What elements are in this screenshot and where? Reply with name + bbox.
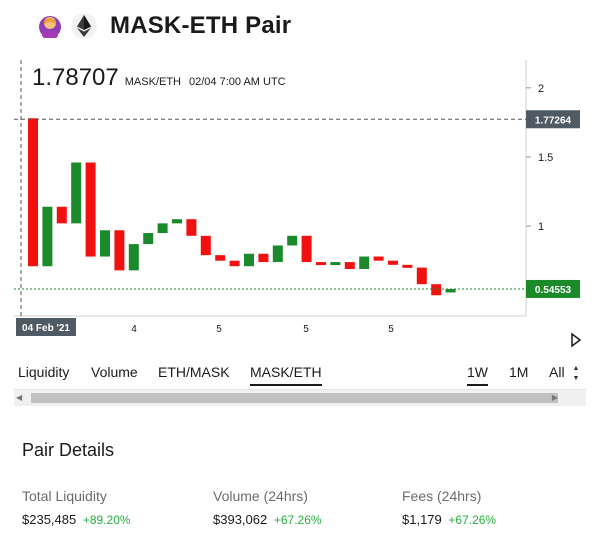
y-tick-label: 2	[538, 83, 544, 95]
candle	[128, 244, 139, 271]
candle	[416, 267, 427, 285]
candle	[445, 289, 456, 293]
tab-mask-eth[interactable]: MASK/ETH	[250, 364, 322, 386]
stat-change: +67.26%	[273, 513, 322, 527]
mask-token-icon	[36, 12, 64, 40]
eth-token-icon	[70, 12, 98, 40]
current-price: 1.78707	[32, 64, 119, 91]
candle	[85, 162, 96, 257]
tab-1w[interactable]: 1W	[467, 364, 488, 386]
x-tick-label: 4	[131, 324, 137, 335]
candle	[272, 245, 283, 263]
page-title: MASK-ETH Pair	[110, 12, 292, 39]
y-tick-label: 1.5	[538, 152, 553, 164]
chart-tabs: Liquidity Volume ETH/MASK MASK/ETH 1W 1M…	[14, 364, 586, 390]
stat-value: $235,485	[22, 512, 77, 527]
x-tick-label: 5	[303, 324, 309, 335]
tab-1m[interactable]: 1M	[509, 364, 529, 380]
scroll-left-icon[interactable]: ◀	[16, 393, 23, 402]
price-chart[interactable]: 2 1.5 1 4 5 5 5 1.77264 0.54553 04 Feb '21 1.7870…	[14, 60, 586, 350]
x-tick-label: 5	[388, 324, 394, 335]
tab-liquidity[interactable]: Liquidity	[18, 364, 70, 380]
price-pair-label: MASK/ETH	[124, 76, 181, 88]
pair-header: MASK-ETH Pair	[36, 8, 291, 44]
candle	[114, 230, 125, 271]
candle	[157, 223, 168, 234]
tab-all[interactable]: All	[549, 364, 565, 380]
timeframe-spinner[interactable]: ▲ ▼	[571, 364, 581, 386]
last-price-label: 0.54553	[535, 285, 572, 296]
scroll-chart-forward-icon[interactable]	[571, 332, 582, 348]
price-timestamp: 02/04 7:00 AM UTC	[189, 76, 286, 88]
stat-change: +89.20%	[82, 513, 131, 527]
candle	[359, 256, 370, 269]
candle	[258, 253, 269, 263]
x-tick-label: 5	[216, 324, 222, 335]
scrollbar-thumb[interactable]	[31, 393, 558, 403]
stat-label: Fees (24hrs)	[402, 488, 482, 504]
candle	[143, 233, 154, 245]
chevron-down-icon[interactable]: ▼	[572, 375, 580, 382]
crosshair-date-label: 04 Feb '21	[22, 323, 70, 334]
stat-change: +67.26%	[448, 513, 497, 527]
crosshair-price-tag	[526, 110, 580, 129]
stat-volume-24h: Volume (24hrs) $393,062 +67.26%	[213, 488, 322, 527]
candle	[71, 162, 82, 224]
stat-label: Volume (24hrs)	[213, 488, 308, 504]
candlestick-chart[interactable]: 2 1.5 1 4 5 5 5 1.77264 0.54553 04 Feb '21	[14, 60, 586, 350]
candle	[388, 260, 398, 265]
last-price-tag	[526, 279, 580, 298]
crosshair-date-tag	[16, 318, 76, 336]
candle	[287, 235, 298, 246]
candle	[316, 262, 326, 266]
horizontal-scrollbar[interactable]: ◀ ▶	[14, 389, 586, 406]
chart-price-header: 1.78707 MASK/ETH 02/04 7:00 AM UTC	[32, 64, 286, 92]
candle	[215, 255, 226, 261]
candle	[56, 206, 67, 224]
candle	[344, 262, 355, 269]
scroll-right-icon[interactable]: ▶	[551, 393, 558, 402]
stat-fees-24h: Fees (24hrs) $1,179 +67.26%	[402, 488, 496, 527]
candle	[28, 118, 38, 267]
candle	[402, 264, 413, 268]
stat-value: $393,062	[213, 512, 268, 527]
stat-total-liquidity: Total Liquidity $235,485 +89.20%	[22, 488, 131, 527]
candle	[244, 253, 254, 267]
candle	[373, 256, 384, 261]
candle	[229, 260, 240, 267]
candle	[186, 219, 197, 236]
candle	[200, 235, 211, 256]
chevron-up-icon[interactable]: ▲	[572, 365, 580, 372]
stat-label: Total Liquidity	[22, 488, 107, 504]
candle	[172, 219, 182, 224]
candle	[301, 235, 312, 263]
candle	[42, 206, 53, 267]
stat-value: $1,179	[402, 512, 442, 527]
y-tick-label: 1	[538, 221, 544, 233]
crosshair-price-label: 1.77264	[535, 115, 572, 126]
candle	[100, 230, 110, 257]
tab-eth-mask[interactable]: ETH/MASK	[158, 364, 230, 380]
candle	[431, 284, 442, 296]
tab-volume[interactable]: Volume	[91, 364, 138, 380]
candle	[330, 262, 341, 266]
pair-details-title: Pair Details	[22, 440, 115, 460]
